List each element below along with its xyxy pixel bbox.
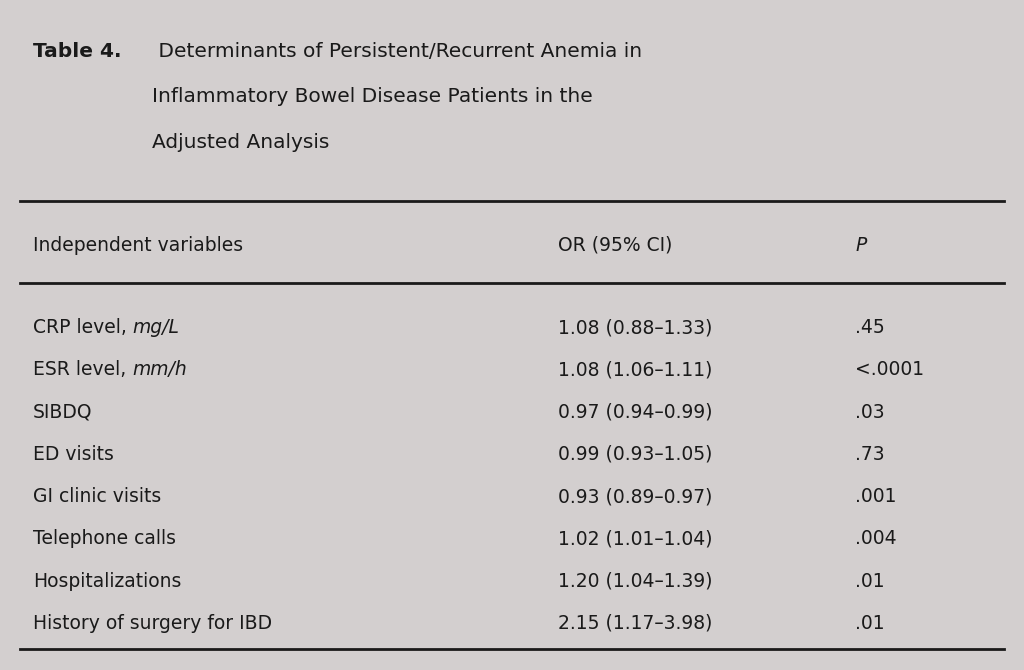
Text: P: P	[855, 236, 866, 255]
Text: ESR level,: ESR level,	[33, 360, 132, 379]
Text: <.0001: <.0001	[855, 360, 925, 379]
Text: .03: .03	[855, 403, 885, 421]
Text: .01: .01	[855, 572, 885, 590]
Text: GI clinic visits: GI clinic visits	[33, 487, 161, 506]
Text: 1.08 (1.06–1.11): 1.08 (1.06–1.11)	[558, 360, 713, 379]
Text: 0.93 (0.89–0.97): 0.93 (0.89–0.97)	[558, 487, 713, 506]
Text: ED visits: ED visits	[33, 445, 114, 464]
Text: Independent variables: Independent variables	[33, 236, 243, 255]
Text: History of surgery for IBD: History of surgery for IBD	[33, 614, 272, 632]
Text: CRP level,: CRP level,	[33, 318, 133, 337]
Text: Telephone calls: Telephone calls	[33, 529, 176, 548]
Text: mg/L: mg/L	[133, 318, 179, 337]
Text: 2.15 (1.17–3.98): 2.15 (1.17–3.98)	[558, 614, 713, 632]
Text: Adjusted Analysis: Adjusted Analysis	[152, 133, 329, 151]
Text: .001: .001	[855, 487, 897, 506]
Text: mm/h: mm/h	[132, 360, 186, 379]
Text: 0.97 (0.94–0.99): 0.97 (0.94–0.99)	[558, 403, 713, 421]
Text: 1.02 (1.01–1.04): 1.02 (1.01–1.04)	[558, 529, 713, 548]
Text: 0.99 (0.93–1.05): 0.99 (0.93–1.05)	[558, 445, 713, 464]
Text: Table 4.: Table 4.	[33, 42, 121, 60]
Text: Inflammatory Bowel Disease Patients in the: Inflammatory Bowel Disease Patients in t…	[152, 87, 592, 106]
Text: SIBDQ: SIBDQ	[33, 403, 92, 421]
Text: 1.20 (1.04–1.39): 1.20 (1.04–1.39)	[558, 572, 713, 590]
Text: 1.08 (0.88–1.33): 1.08 (0.88–1.33)	[558, 318, 713, 337]
Text: Determinants of Persistent/Recurrent Anemia in: Determinants of Persistent/Recurrent Ane…	[152, 42, 642, 60]
Text: Hospitalizations: Hospitalizations	[33, 572, 181, 590]
Text: OR (95% CI): OR (95% CI)	[558, 236, 673, 255]
Text: .01: .01	[855, 614, 885, 632]
Text: .45: .45	[855, 318, 885, 337]
Text: .73: .73	[855, 445, 885, 464]
Text: .004: .004	[855, 529, 897, 548]
